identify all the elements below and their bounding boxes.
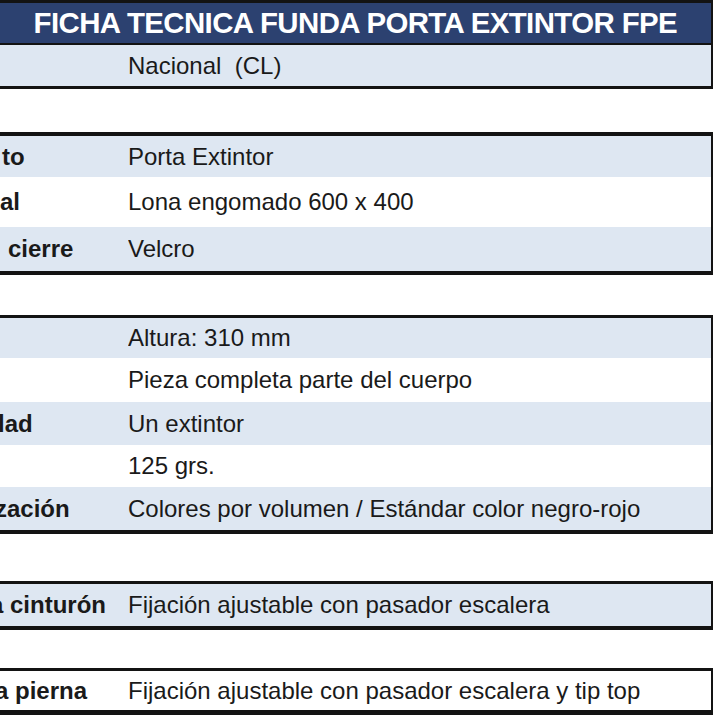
table-row: a pierna Fijación ajustable con pasador …	[0, 671, 711, 710]
section-belt-fixation: a cinturón Fijación ajustable con pasado…	[0, 581, 713, 630]
table-row: Nacional (CL)	[0, 45, 711, 86]
table-row: Altura: 310 mm	[0, 318, 711, 358]
row-label	[0, 366, 128, 394]
table-row: a cinturón Fijación ajustable con pasado…	[0, 584, 711, 626]
row-label: a pierna	[0, 677, 128, 705]
spec-table: FICHA TECNICA FUNDA PORTA EXTINTOR FPE N…	[0, 0, 713, 715]
row-value: Lona engomado 600 x 400	[128, 188, 711, 216]
table-row: to Porta Extintor	[0, 136, 711, 177]
row-label: zación	[0, 495, 128, 523]
row-value: Porta Extintor	[128, 143, 711, 171]
row-value: Nacional (CL)	[128, 52, 711, 80]
table-row: Pieza completa parte del cuerpo	[0, 358, 711, 402]
row-label: to	[0, 143, 128, 171]
row-value: 125 grs.	[128, 452, 711, 480]
row-label	[0, 52, 128, 80]
section-gap	[0, 630, 713, 668]
row-label: a cinturón	[0, 591, 128, 619]
section-gap	[0, 89, 713, 132]
row-value: Colores por volumen / Estándar color neg…	[128, 495, 711, 523]
row-label	[0, 452, 128, 480]
row-value: Un extintor	[128, 410, 711, 438]
section-gap	[0, 534, 713, 581]
section-header: FICHA TECNICA FUNDA PORTA EXTINTOR FPE N…	[0, 0, 713, 89]
row-value: Fijación ajustable con pasador escalera	[128, 591, 711, 619]
table-row: zación Colores por volumen / Estándar co…	[0, 487, 711, 530]
page-title: FICHA TECNICA FUNDA PORTA EXTINTOR FPE	[34, 6, 678, 40]
table-row: al Lona engomado 600 x 400	[0, 177, 711, 227]
table-row: lad Un extintor	[0, 402, 711, 445]
section-leg-fixation: a pierna Fijación ajustable con pasador …	[0, 668, 713, 715]
row-label: cierre	[0, 235, 128, 263]
section-gap	[0, 275, 713, 315]
row-value: Fijación ajustable con pasador escalera …	[128, 677, 711, 705]
table-row: 125 grs.	[0, 445, 711, 487]
row-value: Pieza completa parte del cuerpo	[128, 366, 711, 394]
row-label	[0, 324, 128, 352]
table-row: cierre Velcro	[0, 227, 711, 271]
row-label: lad	[0, 410, 128, 438]
row-label: al	[0, 188, 128, 216]
title-band: FICHA TECNICA FUNDA PORTA EXTINTOR FPE	[0, 3, 711, 45]
row-value: Altura: 310 mm	[128, 324, 711, 352]
spec-sheet: FICHA TECNICA FUNDA PORTA EXTINTOR FPE N…	[0, 0, 719, 719]
row-value: Velcro	[128, 235, 711, 263]
section-specs: Altura: 310 mm Pieza completa parte del …	[0, 315, 713, 534]
section-product-info: to Porta Extintor al Lona engomado 600 x…	[0, 132, 713, 275]
